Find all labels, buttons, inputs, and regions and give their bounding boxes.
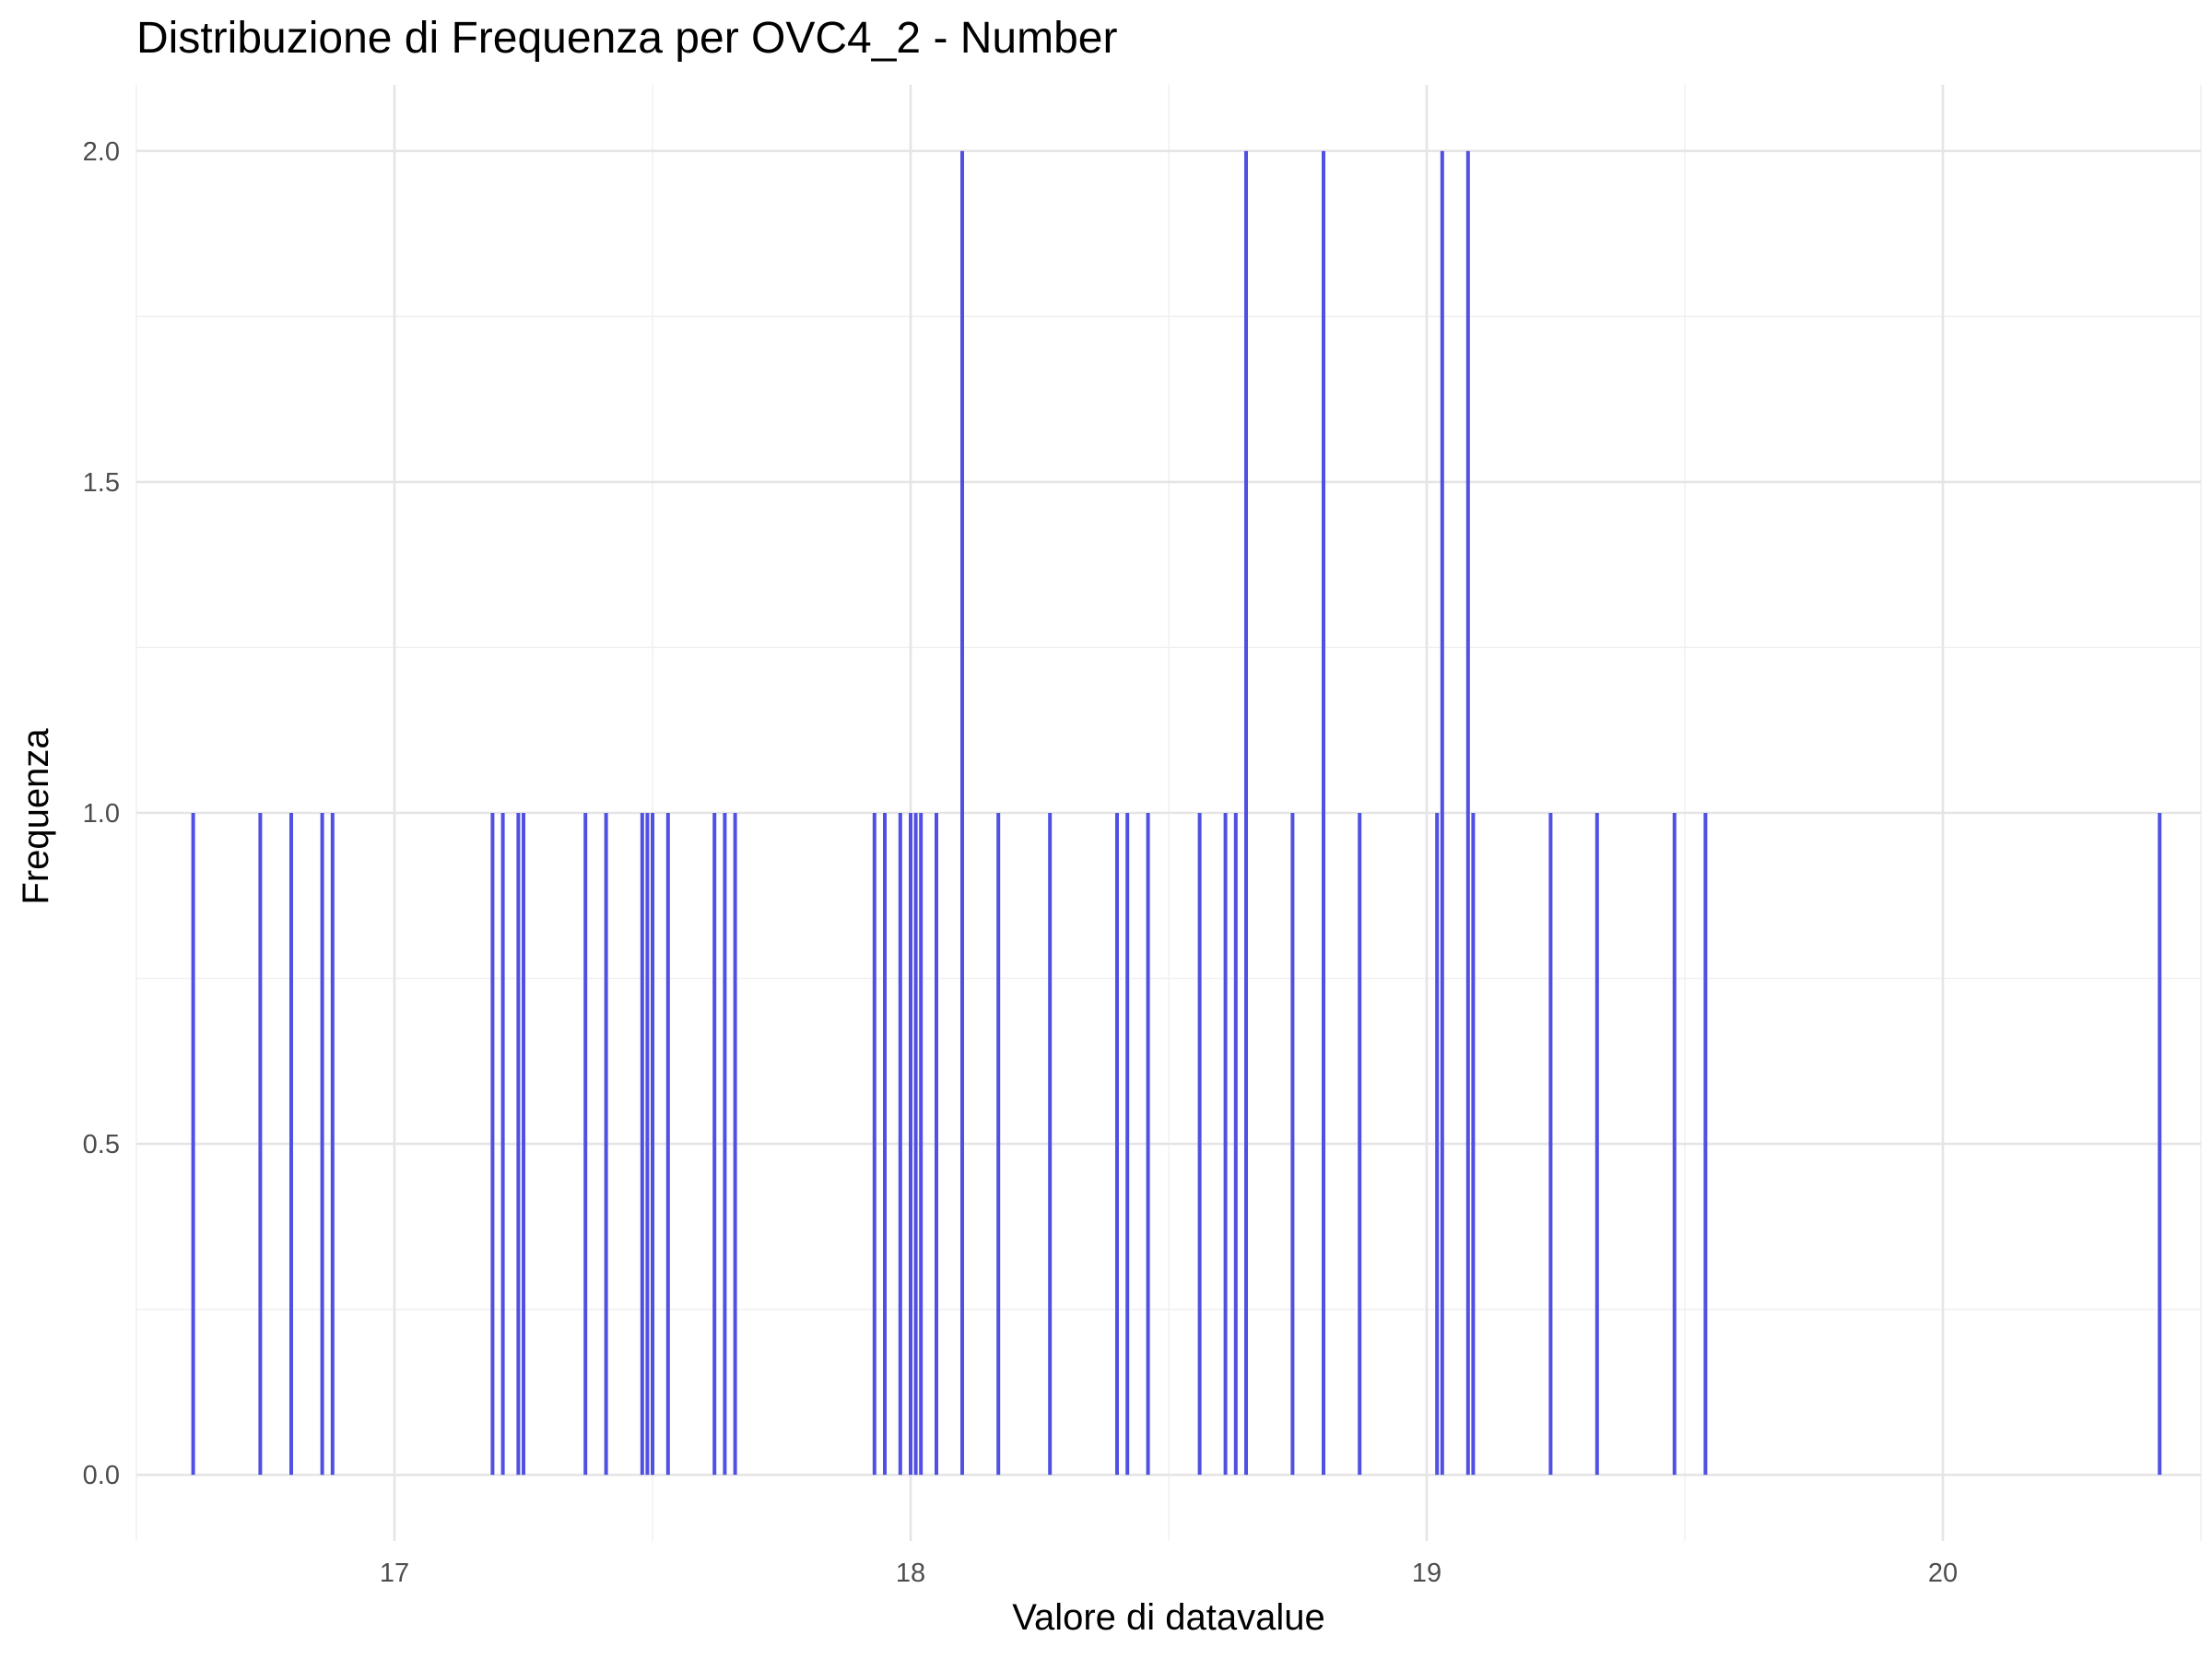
bar [1197, 813, 1202, 1476]
x-tick-label: 18 [896, 1559, 925, 1588]
bar [935, 813, 938, 1476]
bar [320, 813, 324, 1476]
bar [1048, 813, 1053, 1476]
bar [712, 813, 717, 1476]
x-axis-title: Valore di datavalue [1012, 1597, 1325, 1638]
bar [490, 813, 495, 1476]
bar [1435, 813, 1440, 1476]
x-tick-label: 19 [1412, 1559, 1441, 1588]
bar [898, 813, 902, 1476]
bar [583, 813, 588, 1476]
bar [1223, 813, 1228, 1476]
bar [1465, 150, 1470, 1476]
bar [330, 813, 335, 1476]
bar [651, 813, 654, 1476]
y-tick-label: 0.0 [83, 1461, 120, 1490]
bar [1672, 813, 1677, 1476]
bar [1703, 813, 1708, 1476]
bar [500, 813, 505, 1476]
bar [919, 813, 924, 1476]
bar [996, 813, 1001, 1476]
x-tick-label: 20 [1928, 1559, 1958, 1588]
bar [960, 150, 964, 1476]
bar [1290, 813, 1295, 1476]
x-axis-ticks: 17 18 19 20 [380, 1559, 1958, 1588]
bar [1146, 813, 1150, 1476]
bar [258, 813, 263, 1476]
chart-title: Distribuzione di Frequenza per OVC4_2 - … [136, 14, 1118, 63]
bar [1440, 150, 1444, 1476]
bar [1115, 813, 1119, 1476]
bar [1322, 150, 1325, 1476]
bar [1471, 813, 1476, 1476]
bar [913, 813, 918, 1476]
bar [872, 813, 877, 1476]
x-tick-label: 17 [380, 1559, 409, 1588]
bar [1548, 813, 1553, 1476]
bar [1594, 813, 1599, 1476]
bar [1244, 150, 1248, 1476]
y-tick-label: 1.0 [83, 799, 120, 829]
y-tick-label: 0.5 [83, 1130, 120, 1159]
bar [1125, 813, 1130, 1476]
bars [191, 150, 2162, 1476]
bar [1358, 813, 1362, 1476]
bar [289, 813, 293, 1476]
bar [645, 813, 650, 1476]
bar [883, 813, 887, 1476]
bar [640, 813, 644, 1476]
bar [1233, 813, 1238, 1476]
y-axis-ticks: 0.0 0.5 1.0 1.5 2.0 [83, 137, 120, 1490]
bar [191, 813, 195, 1476]
bar [909, 813, 912, 1476]
bar [2158, 813, 2162, 1476]
bar [723, 813, 727, 1476]
bar [522, 813, 525, 1476]
bar [665, 813, 670, 1476]
y-tick-label: 1.5 [83, 468, 120, 498]
y-axis-title: Frequenza [16, 728, 56, 905]
grid-lines [135, 85, 2202, 1541]
y-tick-label: 2.0 [83, 137, 120, 167]
bar [516, 813, 521, 1476]
bar [604, 813, 608, 1476]
bar [733, 813, 737, 1476]
